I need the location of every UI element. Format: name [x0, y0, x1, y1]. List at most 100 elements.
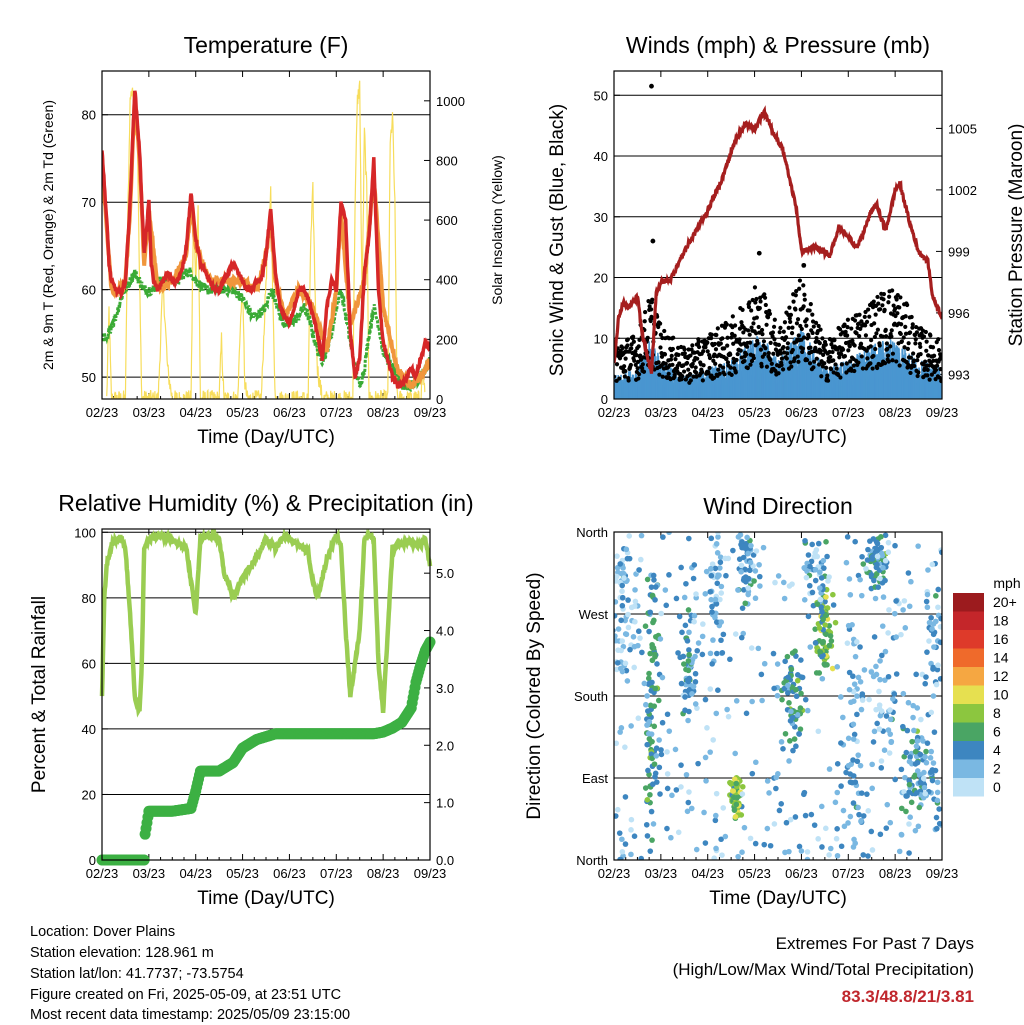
direction-point: [914, 705, 921, 711]
direction-point: [924, 740, 931, 746]
gust-point: [738, 348, 743, 353]
gust-point: [823, 342, 828, 347]
y-right-tick-label: 400: [436, 273, 458, 288]
direction-point: [724, 706, 730, 713]
direction-point: [707, 749, 713, 755]
direction-point: [933, 593, 939, 599]
direction-point: [907, 754, 913, 760]
direction-point: [742, 574, 749, 580]
direction-point: [855, 804, 861, 811]
gust-point: [925, 373, 930, 378]
gust-point: [923, 329, 928, 335]
direction-point: [682, 694, 688, 700]
direction-point: [631, 664, 637, 671]
gust-point: [787, 305, 792, 310]
direction-point: [642, 623, 649, 630]
gust-point: [894, 359, 899, 364]
gust-point: [690, 361, 695, 367]
gust-point: [725, 335, 730, 340]
direction-point: [617, 856, 624, 860]
colorbar-swatch: [953, 704, 984, 723]
gust-point: [779, 362, 784, 368]
gust-point: [686, 347, 691, 352]
gust-point: [825, 373, 830, 378]
direction-point: [761, 660, 768, 667]
direction-point: [893, 598, 899, 604]
direction-point: [710, 737, 716, 743]
direction-point: [927, 755, 934, 761]
direction-point: [622, 744, 628, 750]
direction-point: [752, 840, 759, 847]
direction-point: [829, 665, 836, 672]
gust-point: [833, 362, 838, 367]
gust-point: [656, 324, 661, 330]
direction-point: [846, 669, 853, 676]
direction-point: [845, 762, 852, 769]
direction-point: [766, 790, 772, 796]
direction-point: [619, 848, 626, 855]
gust-point: [686, 367, 691, 372]
direction-point: [709, 561, 716, 567]
gust-point: [707, 355, 713, 361]
direction-point: [650, 619, 656, 626]
gust-point: [682, 347, 687, 352]
direction-point: [869, 553, 876, 560]
direction-point: [749, 698, 755, 705]
extremes-subtitle: (High/Low/Max Wind/Total Precipitation): [672, 960, 974, 979]
gust-point: [742, 358, 747, 364]
plot-border: [613, 531, 943, 861]
direction-point: [690, 683, 697, 690]
direction-point: [804, 707, 811, 714]
gust-point: [776, 342, 782, 347]
direction-point: [782, 730, 789, 737]
gust-point: [915, 358, 920, 363]
direction-point: [898, 631, 904, 638]
gust-point: [807, 308, 812, 313]
gust-point: [779, 356, 785, 361]
gust-point: [818, 348, 824, 353]
gust-point: [858, 341, 864, 346]
gust-point: [842, 354, 848, 359]
direction-point: [898, 766, 905, 773]
gust-point: [810, 312, 815, 317]
direction-point: [780, 746, 786, 752]
colorbar-label: 14: [993, 650, 1009, 666]
gust-point: [905, 302, 910, 308]
gust-point: [789, 331, 795, 336]
gust-point: [848, 359, 853, 364]
direction-point: [685, 799, 692, 806]
direction-point: [877, 575, 883, 582]
gust-point: [711, 358, 716, 363]
gust-point: [770, 330, 776, 335]
gust-point: [688, 353, 693, 358]
direction-point: [642, 785, 649, 791]
gust-point: [713, 361, 718, 366]
gust-point: [705, 349, 710, 354]
gust-point: [662, 328, 667, 334]
direction-point: [878, 533, 884, 540]
direction-point: [658, 751, 665, 758]
direction-point: [672, 746, 679, 753]
gust-point: [716, 367, 721, 372]
direction-point: [887, 716, 894, 723]
direction-point: [805, 552, 812, 558]
direction-point: [749, 770, 756, 777]
direction-point: [651, 761, 658, 767]
gust-point: [648, 318, 653, 324]
direction-point: [771, 685, 777, 692]
gust-point: [759, 327, 765, 333]
direction-point: [908, 799, 915, 806]
direction-point: [788, 666, 795, 673]
gust-point: [801, 304, 806, 309]
direction-point: [834, 852, 841, 859]
gust-point: [858, 326, 863, 331]
direction-point: [649, 755, 655, 762]
colorbar-label: 4: [993, 742, 1001, 758]
direction-point: [770, 650, 777, 657]
gust-point: [834, 366, 839, 371]
gust-point: [671, 335, 676, 340]
gust-point: [807, 361, 813, 366]
direction-point: [885, 727, 892, 733]
direction-point: [619, 582, 626, 589]
